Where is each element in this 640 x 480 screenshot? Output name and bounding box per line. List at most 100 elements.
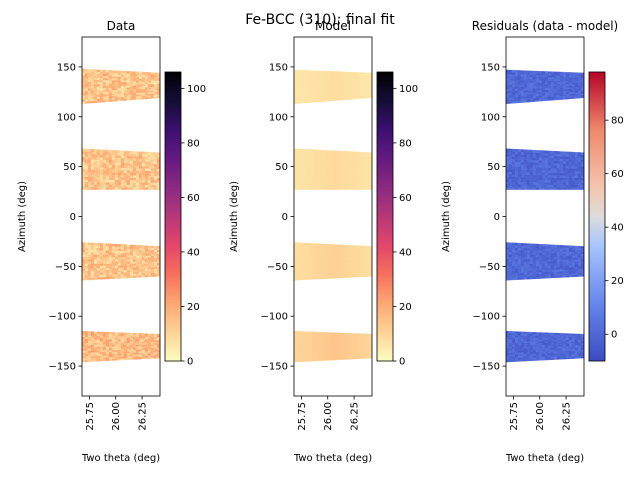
heatmap-cell bbox=[123, 354, 128, 357]
heatmap-cell bbox=[329, 356, 334, 359]
y-tick-label: 50 bbox=[63, 162, 76, 173]
heatmap-cell bbox=[577, 251, 582, 254]
heatmap-cell bbox=[332, 267, 337, 271]
heatmap-cell bbox=[93, 344, 98, 347]
heatmap-cell bbox=[505, 151, 510, 155]
heatmap-cell bbox=[359, 349, 364, 352]
heatmap-cell bbox=[365, 161, 370, 165]
heatmap-cell bbox=[147, 83, 152, 86]
heatmap-cell bbox=[87, 342, 92, 345]
heatmap-cell bbox=[84, 92, 89, 96]
heatmap-cell bbox=[132, 172, 137, 176]
heatmap-cell bbox=[547, 273, 552, 277]
heatmap-cell bbox=[105, 349, 110, 353]
heatmap-cell bbox=[326, 259, 331, 262]
heatmap-cell bbox=[568, 255, 573, 258]
heatmap-cell bbox=[96, 252, 101, 255]
heatmap-cell bbox=[508, 99, 513, 102]
heatmap-cell bbox=[544, 182, 549, 185]
heatmap-cell bbox=[308, 357, 313, 360]
heatmap-cell bbox=[556, 347, 561, 350]
heatmap-cell bbox=[353, 163, 358, 167]
heatmap-cell bbox=[547, 339, 552, 342]
heatmap-cell bbox=[520, 176, 525, 180]
heatmap-cell bbox=[96, 69, 101, 73]
heatmap-cell bbox=[562, 259, 567, 262]
heatmap-cell bbox=[514, 258, 519, 262]
heatmap-cell bbox=[326, 263, 331, 266]
heatmap-cell bbox=[338, 263, 343, 266]
heatmap-cell bbox=[553, 184, 558, 188]
heatmap-cell bbox=[511, 333, 516, 336]
heatmap-cell bbox=[105, 355, 110, 358]
heatmap-cell bbox=[344, 82, 349, 85]
heatmap-cell bbox=[93, 69, 98, 72]
colorbar-tick-label: 0 bbox=[399, 357, 405, 368]
heatmap-cell bbox=[332, 256, 337, 260]
heatmap-cell bbox=[123, 339, 128, 342]
heatmap-cell bbox=[90, 186, 95, 190]
heatmap-cell bbox=[532, 353, 537, 356]
heatmap-cell bbox=[84, 275, 89, 279]
heatmap-cell bbox=[550, 78, 555, 81]
heatmap-cell bbox=[332, 261, 337, 264]
heatmap-cell bbox=[526, 272, 531, 275]
heatmap-cell bbox=[535, 179, 540, 183]
heatmap-cell bbox=[529, 335, 534, 338]
heatmap-cell bbox=[341, 172, 346, 176]
heatmap-cell bbox=[535, 76, 540, 79]
heatmap-cell bbox=[550, 71, 555, 74]
heatmap-cell bbox=[93, 151, 98, 155]
heatmap-cell bbox=[574, 72, 579, 75]
heatmap-cell bbox=[111, 177, 116, 180]
heatmap-cell bbox=[329, 254, 334, 258]
heatmap-cell bbox=[368, 80, 373, 83]
heatmap-cell bbox=[520, 335, 525, 338]
heatmap-cell bbox=[565, 80, 570, 83]
heatmap-cell bbox=[574, 259, 579, 262]
heatmap-cell bbox=[123, 182, 128, 185]
heatmap-cell bbox=[99, 95, 104, 99]
heatmap-cell bbox=[117, 265, 122, 268]
heatmap-cell bbox=[565, 182, 570, 186]
heatmap-cell bbox=[120, 337, 125, 340]
heatmap-cell bbox=[144, 80, 149, 83]
heatmap-cell bbox=[314, 169, 319, 173]
heatmap-cell bbox=[347, 269, 352, 272]
heatmap-cell bbox=[314, 351, 319, 354]
heatmap-cell bbox=[359, 72, 364, 75]
heatmap-cell bbox=[341, 257, 346, 260]
heatmap-cell bbox=[105, 177, 110, 180]
heatmap-cell bbox=[580, 168, 585, 172]
heatmap-cell bbox=[296, 80, 301, 83]
heatmap-cell bbox=[517, 70, 522, 73]
heatmap-cell bbox=[511, 181, 516, 185]
heatmap-cell bbox=[153, 156, 158, 160]
heatmap-cell bbox=[129, 271, 134, 274]
heatmap-cell bbox=[571, 180, 576, 183]
heatmap-cell bbox=[329, 252, 334, 256]
heatmap-cell bbox=[81, 148, 86, 152]
heatmap-cell bbox=[580, 257, 585, 260]
heatmap-cell bbox=[293, 265, 298, 269]
heatmap-cell bbox=[144, 267, 149, 270]
heatmap-cell bbox=[550, 177, 555, 181]
heatmap-cell bbox=[323, 76, 328, 79]
heatmap-cell bbox=[302, 268, 307, 271]
heatmap-cell bbox=[541, 356, 546, 359]
heatmap-cell bbox=[93, 331, 98, 334]
heatmap-cell bbox=[135, 177, 140, 181]
heatmap-cell bbox=[296, 265, 301, 269]
heatmap-cell bbox=[326, 186, 331, 190]
heatmap-cell bbox=[520, 346, 525, 349]
heatmap-cell bbox=[508, 247, 513, 250]
heatmap-cell bbox=[511, 331, 516, 334]
heatmap-cell bbox=[508, 176, 513, 180]
heatmap-cell bbox=[505, 156, 510, 160]
heatmap-cell bbox=[574, 161, 579, 165]
heatmap-cell bbox=[505, 176, 510, 180]
heatmap-cell bbox=[108, 81, 113, 85]
heatmap-cell bbox=[123, 78, 128, 81]
heatmap-cell bbox=[150, 182, 155, 186]
heatmap-cell bbox=[547, 332, 552, 335]
